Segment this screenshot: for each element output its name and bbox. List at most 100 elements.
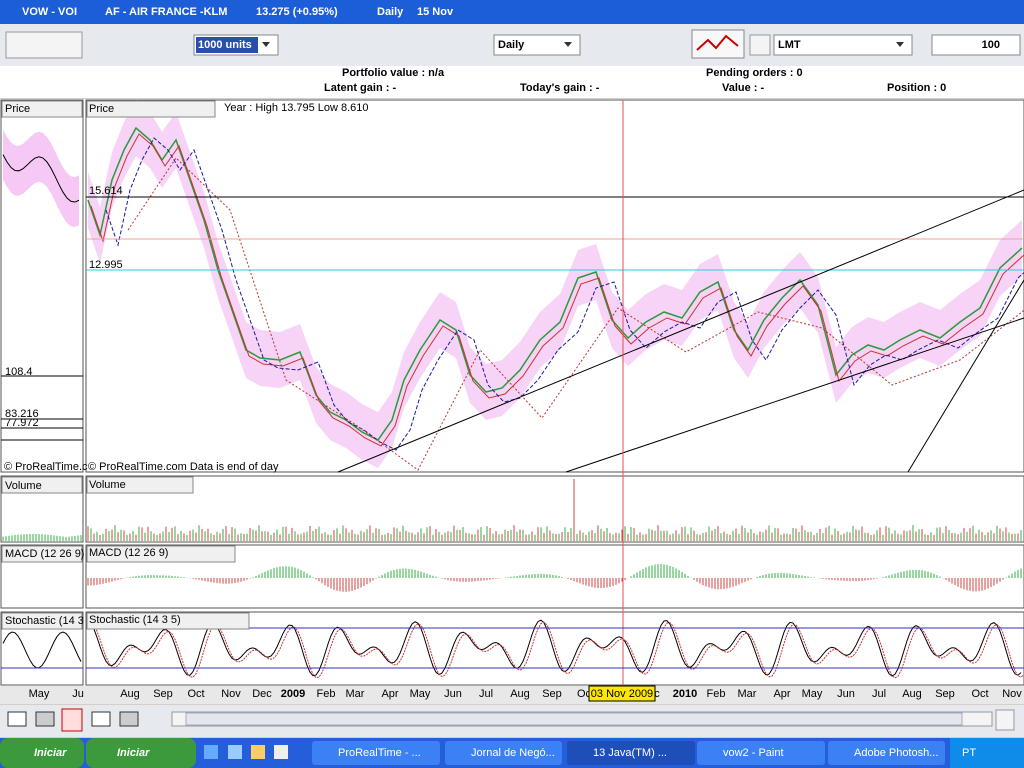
period-select[interactable] [493,34,581,56]
portfolio-value: Portfolio value : n/a [342,67,445,79]
price-level: 83.216 [5,408,39,420]
settings-button[interactable] [749,34,771,56]
copyright: © ProRealTime.com Data is end of day [88,461,279,473]
task-list: ProRealTime - ... Jornal de Negó... 13 Jav… [312,741,945,765]
close-button[interactable] [61,708,83,732]
x-label: Jun [444,688,462,700]
mail-button[interactable] [91,711,111,727]
x-label: 2009 [281,688,305,700]
task-button[interactable] [697,741,825,765]
zoom-button[interactable] [995,709,1015,731]
panel-title: MACD (12 26 9) [89,547,168,559]
task-button[interactable] [445,741,562,765]
order-type: LMT [778,39,801,51]
icon [696,34,739,51]
moving-average [127,157,1024,471]
portfolio-bar [0,66,1024,98]
x-axis [0,686,1024,704]
todays-gain: Today's gain : - [520,82,600,94]
stochastic [90,621,1024,679]
x-labels: May Ju Aug Sep Oct Nov Dec 2009 Feb Mar Apr May Jun J… [29,688,1023,700]
x-label: Dec [252,688,272,700]
price-level: 108.4 [5,366,33,378]
start-label: Iniciar [34,747,67,759]
x-label: Jul [872,688,886,700]
panel-title: Price [5,103,30,115]
x-label: Oct [971,688,988,700]
latent-gain: Latent gain : - [324,82,396,94]
task-label: 13 Java(TM) ... [593,747,667,759]
stochastic [2,631,82,669]
tool-group[interactable] [5,31,83,59]
cursor-date-box [588,685,656,702]
print-button[interactable] [35,711,55,727]
title-bar [0,0,1024,24]
value: Value : - [722,82,765,94]
start-button[interactable] [86,738,196,768]
dropdown-arrows [262,42,904,47]
x-label: Sep [153,688,173,700]
x-label: Jul [479,688,493,700]
print-button[interactable] [119,711,139,727]
quantity: 1000 units [198,39,252,51]
price-trace [87,126,1023,441]
language: PT [962,747,976,759]
task-button[interactable] [567,741,695,765]
task-label: Adobe Photosh... [854,747,938,759]
scroll-thumb[interactable] [185,712,963,726]
x-label: Ju [72,688,84,700]
price-trace [2,154,80,203]
x-label: May [29,688,50,700]
trend-line [907,279,1024,473]
panel-headers [1,100,250,630]
x-label: Nov [1002,688,1022,700]
amount-input[interactable] [931,34,1021,56]
tray [950,738,1024,768]
moving-average [105,137,1024,451]
price-level: 15.614 [89,185,123,197]
quote-period: Daily [377,6,404,18]
quote-date: 15 Nov [417,6,454,18]
bollinger-band [3,129,79,228]
selection [196,37,258,53]
x-label: Aug [510,688,530,700]
x-label: Jun [837,688,855,700]
panel-title: Stochastic (14 3 [5,615,84,627]
tab[interactable]: VOW - VOI [22,6,77,18]
task-label: ProRealTime - ... [338,747,421,759]
start-button[interactable] [0,738,84,768]
cursor-date: 03 Nov 2009 [591,688,653,700]
x-label: Mar [346,688,365,700]
task-button[interactable] [312,741,440,765]
order-type-select[interactable] [773,34,913,56]
period: Daily [498,39,525,51]
position: Position : 0 [887,82,946,94]
tab[interactable]: AF - AIR FRANCE -KLM [105,6,227,18]
x-label: Aug [120,688,140,700]
x-label: Nov [221,688,241,700]
task-label: vow2 - Paint [723,747,784,759]
x-label: Aug [902,688,922,700]
quick-launch [204,745,288,759]
task-button[interactable] [828,741,945,765]
trend-line [337,189,1024,473]
panel-title: Volume [5,480,42,492]
bollinger-band [88,100,1022,468]
trend-line [565,317,1024,473]
x-label: May [410,688,431,700]
year-range: Year : High 13.795 Low 8.610 [224,102,369,114]
panel-title: Volume [89,479,126,491]
panel-title: Price [89,103,114,115]
x-label: Oc [577,688,592,700]
x-label: Apr [381,688,398,700]
chart-drawing [2,100,1024,679]
x-label: Oct [187,688,204,700]
price-level: 77.972 [5,417,39,429]
x-label: Apr [773,688,790,700]
mail-button[interactable] [7,711,27,727]
x-label: May [802,688,823,700]
x-label: Feb [707,688,726,700]
copyright: © ProRealTime.c [4,461,88,473]
x-label: 2010 [673,688,697,700]
